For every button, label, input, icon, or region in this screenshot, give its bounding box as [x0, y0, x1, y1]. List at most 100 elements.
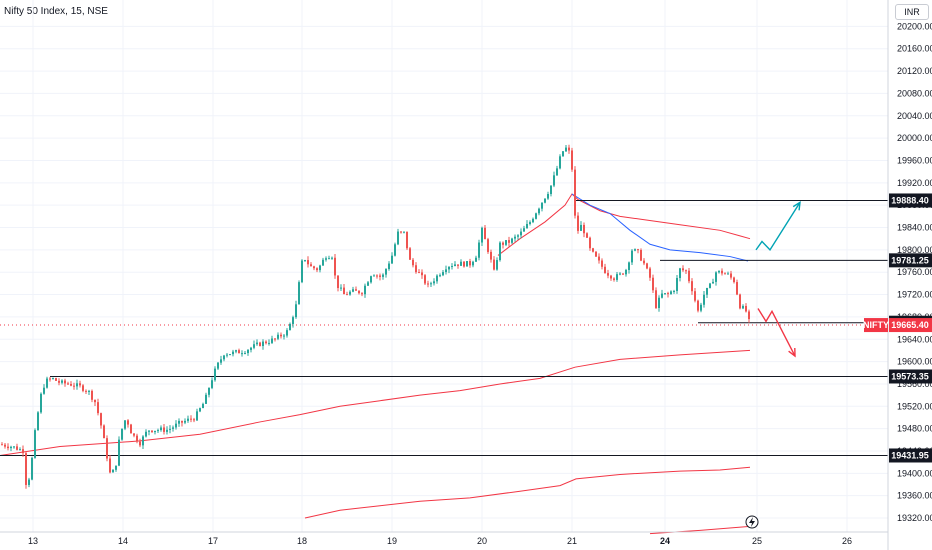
candle-body — [514, 236, 516, 239]
candle-body — [163, 427, 165, 432]
candle-body — [202, 403, 204, 409]
candle-body — [451, 265, 453, 267]
candle-body — [70, 383, 72, 386]
candle-body — [244, 353, 246, 355]
candle-body — [304, 260, 306, 262]
y-tick-label: 19640.00 — [897, 334, 932, 344]
candle-body — [118, 439, 120, 466]
candle-body — [745, 305, 747, 312]
candle-body — [484, 227, 486, 240]
candle-body — [247, 349, 249, 354]
candle-body — [73, 385, 75, 387]
candle-body — [580, 224, 582, 231]
candle-body — [253, 344, 255, 348]
level-tag — [889, 448, 932, 463]
candle-body — [178, 420, 180, 424]
candle-body — [397, 231, 399, 245]
candle-body — [442, 272, 444, 276]
currency-label[interactable]: INR — [895, 4, 929, 20]
candle-body — [208, 387, 210, 395]
candle-body — [535, 213, 537, 219]
candle-body — [367, 282, 369, 286]
x-tick-label: 19 — [387, 536, 397, 546]
candle-body — [598, 256, 600, 261]
candle-body — [97, 402, 99, 414]
candle-body — [520, 231, 522, 236]
x-tick-label: 26 — [842, 536, 852, 546]
y-tick-label: 19320.00 — [897, 513, 932, 523]
candle-body — [493, 259, 495, 270]
symbol-tag — [864, 318, 888, 333]
candle-body — [700, 304, 702, 311]
candle-body — [22, 449, 24, 454]
level-tag-label: 19573.35 — [891, 371, 929, 381]
candle-body — [658, 297, 660, 308]
candle-body — [643, 260, 645, 264]
candle-body — [718, 270, 720, 273]
candle-body — [322, 259, 324, 266]
level-tag — [889, 193, 932, 208]
candle-body — [349, 291, 351, 295]
candle-body — [289, 323, 291, 331]
candle-body — [199, 408, 201, 412]
candle-body — [457, 264, 459, 266]
candle-body — [43, 387, 45, 394]
candle-body — [151, 430, 153, 433]
candle-body — [526, 224, 528, 229]
candle-body — [712, 281, 714, 284]
candle-body — [160, 427, 162, 431]
candle-body — [427, 283, 429, 285]
candle-body — [556, 168, 558, 176]
candle-body — [19, 449, 21, 451]
candle-body — [331, 257, 333, 259]
candle-body — [541, 202, 543, 209]
moving-averages — [0, 193, 751, 535]
candle-body — [694, 291, 696, 301]
price-axis: 20200.00 20160.00 20120.00 20080.00 20040.00… — [887, 0, 932, 550]
candle-body — [238, 350, 240, 354]
y-tick-label: 20160.00 — [897, 44, 932, 54]
candle-body — [487, 239, 489, 252]
x-tick-label: 18 — [297, 536, 307, 546]
candle-body — [472, 261, 474, 266]
candle-body — [715, 272, 717, 282]
level-tag-label: 19781.25 — [891, 255, 929, 265]
projection-arrowhead — [792, 201, 801, 211]
candle-body — [652, 277, 654, 291]
candle-body — [469, 261, 471, 266]
candle-body — [391, 255, 393, 264]
candle-body — [115, 465, 117, 470]
horizontal-levels — [0, 199, 888, 456]
candle-body — [109, 458, 111, 473]
candle-body — [463, 261, 465, 267]
candle-body — [373, 275, 375, 277]
candle-body — [124, 420, 126, 429]
candle-body — [475, 257, 477, 262]
candle-body — [436, 275, 438, 282]
candle-body — [76, 383, 78, 387]
candle-body — [691, 281, 693, 292]
candle-body — [280, 334, 282, 337]
x-tick-label: 20 — [477, 536, 487, 546]
candle-body — [139, 441, 141, 446]
candle-body — [604, 266, 606, 274]
candle-body — [154, 430, 156, 433]
candle-body — [670, 291, 672, 295]
candle-body — [697, 300, 699, 311]
candle-body — [319, 265, 321, 271]
y-tick-label: 19560.00 — [897, 379, 932, 389]
candle-body — [619, 273, 621, 275]
candle-body — [337, 275, 339, 289]
x-tick-label: 14 — [118, 536, 128, 546]
candle-body — [214, 368, 216, 381]
candle-body — [94, 399, 96, 403]
level-tag-label: 19431.95 — [891, 450, 929, 460]
candle-body — [4, 444, 6, 447]
candle-body — [25, 453, 27, 485]
candle-body — [52, 378, 54, 380]
candle-body — [682, 268, 684, 271]
y-tick-label: 19600.00 — [897, 357, 932, 367]
candle-body — [37, 412, 39, 431]
candle-body — [364, 285, 366, 295]
